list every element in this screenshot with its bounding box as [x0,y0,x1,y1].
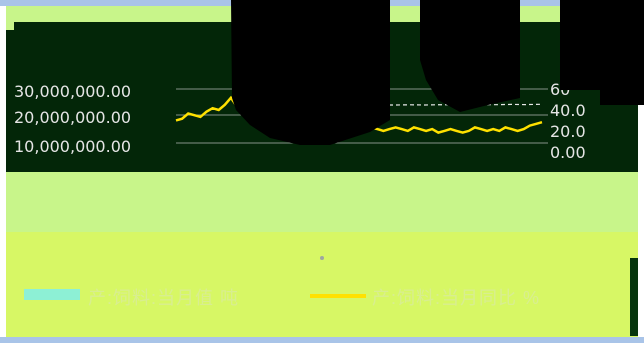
left-axis-tick-1: 30,000,000.00 [14,82,132,101]
left-axis-tick-2: 20,000,000.00 [14,108,132,127]
chart-right-strip [630,258,638,336]
legend-label-yoy: 产:饲料:当月同比 % [372,288,541,308]
bottom-border [0,337,644,343]
legend-swatch-yoy [310,294,366,298]
faint-marker [320,256,324,260]
left-axis-tick-3: 10,000,000.00 [14,137,132,156]
chart-lower-band [6,232,638,337]
legend-swatch-monthly-value [24,289,80,300]
right-axis-tick-3: 20.0 [550,122,586,141]
series-monthly-value-line [382,103,541,106]
legend-label-monthly-value: 产:饲料:当月值 吨 [88,288,240,308]
right-axis-tick-4: 0.00 [550,143,586,162]
